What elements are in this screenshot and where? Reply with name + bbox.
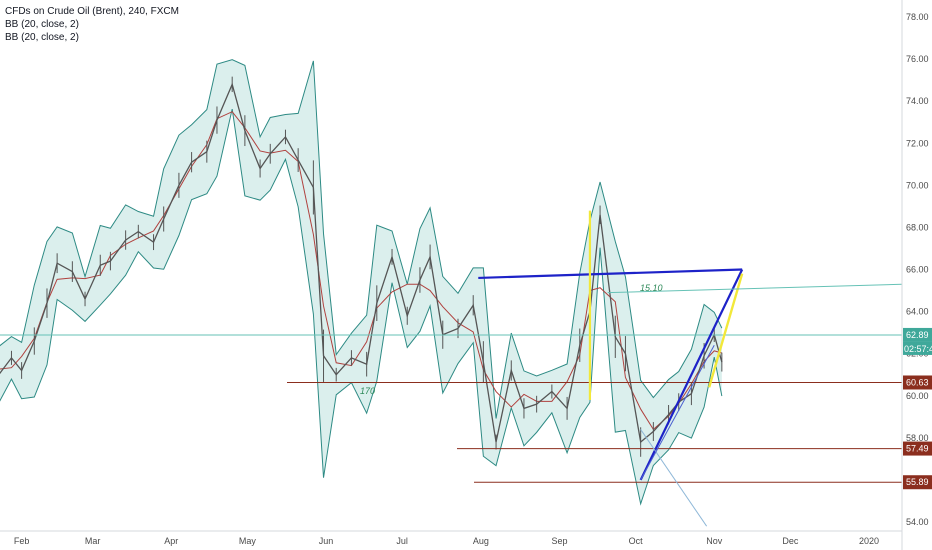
countdown-tag-box [903,341,932,355]
price-tag-box [903,327,932,342]
x-tick-label: Apr [164,536,178,546]
y-tick-label: 58.00 [906,433,929,443]
bb-lower-band [0,108,723,506]
y-tick-label: 72.00 [906,138,929,148]
chart-title[interactable]: CFDs on Crude Oil (Brent), 240, FXCM [5,6,179,17]
teal-descending-line [640,429,708,527]
price-tag-label: 55.89 [906,477,929,487]
y-tick-label: 74.00 [906,96,929,106]
x-tick-label: Feb [14,536,30,546]
annotations: 170 15.10 [360,283,663,396]
y-tick-label: 78.00 [906,12,929,22]
x-tick-label: Jun [319,536,334,546]
price-tag-label: 57.49 [906,444,929,454]
bb-fill-area [0,59,722,504]
horizontal-levels [0,334,902,483]
x-tick-label: Jul [396,536,408,546]
x-tick-label: Aug [473,536,489,546]
x-tick-label: Dec [782,536,799,546]
x-tick-label: Mar [85,536,101,546]
trendline-drawings [478,210,903,527]
price-tag-box [903,375,932,390]
indicator-legend-bb-2[interactable]: BB (20, close, 2) [5,32,79,43]
x-tick-label: Sep [551,536,567,546]
price-tags: 62.89 60.63 57.49 55.89 02:57:4 [903,327,932,490]
chart-legend: CFDs on Crude Oil (Brent), 240, FXCM BB … [5,5,179,44]
price-tag-label: 60.63 [906,377,929,387]
blue-rising-trendline [639,269,744,481]
yellow-projection-line [708,273,744,388]
countdown-tag-label: 02:57:4 [904,344,932,354]
teal-target-line [607,283,903,294]
y-tick-label: 66.00 [906,265,929,275]
x-tick-label: 2020 [859,536,879,546]
y-tick-label: 60.00 [906,391,929,401]
x-tick-label: May [239,536,257,546]
annotation-label: 170 [360,386,375,396]
price-tag-label: 62.89 [906,330,929,340]
blue-top-trendline [478,268,743,280]
y-tick-label: 64.00 [906,307,929,317]
price-tag-box [903,475,932,490]
x-tick-label: Oct [629,536,644,546]
bollinger-bands [0,59,723,506]
x-tick-label: Nov [706,536,723,546]
indicator-legend-bb-1[interactable]: BB (20, close, 2) [5,19,79,30]
y-tick-label: 54.00 [906,517,929,527]
y-tick-label: 70.00 [906,180,929,190]
bb-upper-band [0,59,723,419]
y-tick-label: 68.00 [906,222,929,232]
blue-inner-trendline [640,345,715,481]
price-tag-box [903,441,932,456]
y-tick-label: 76.00 [906,54,929,64]
annotation-label: 15.10 [640,283,663,293]
